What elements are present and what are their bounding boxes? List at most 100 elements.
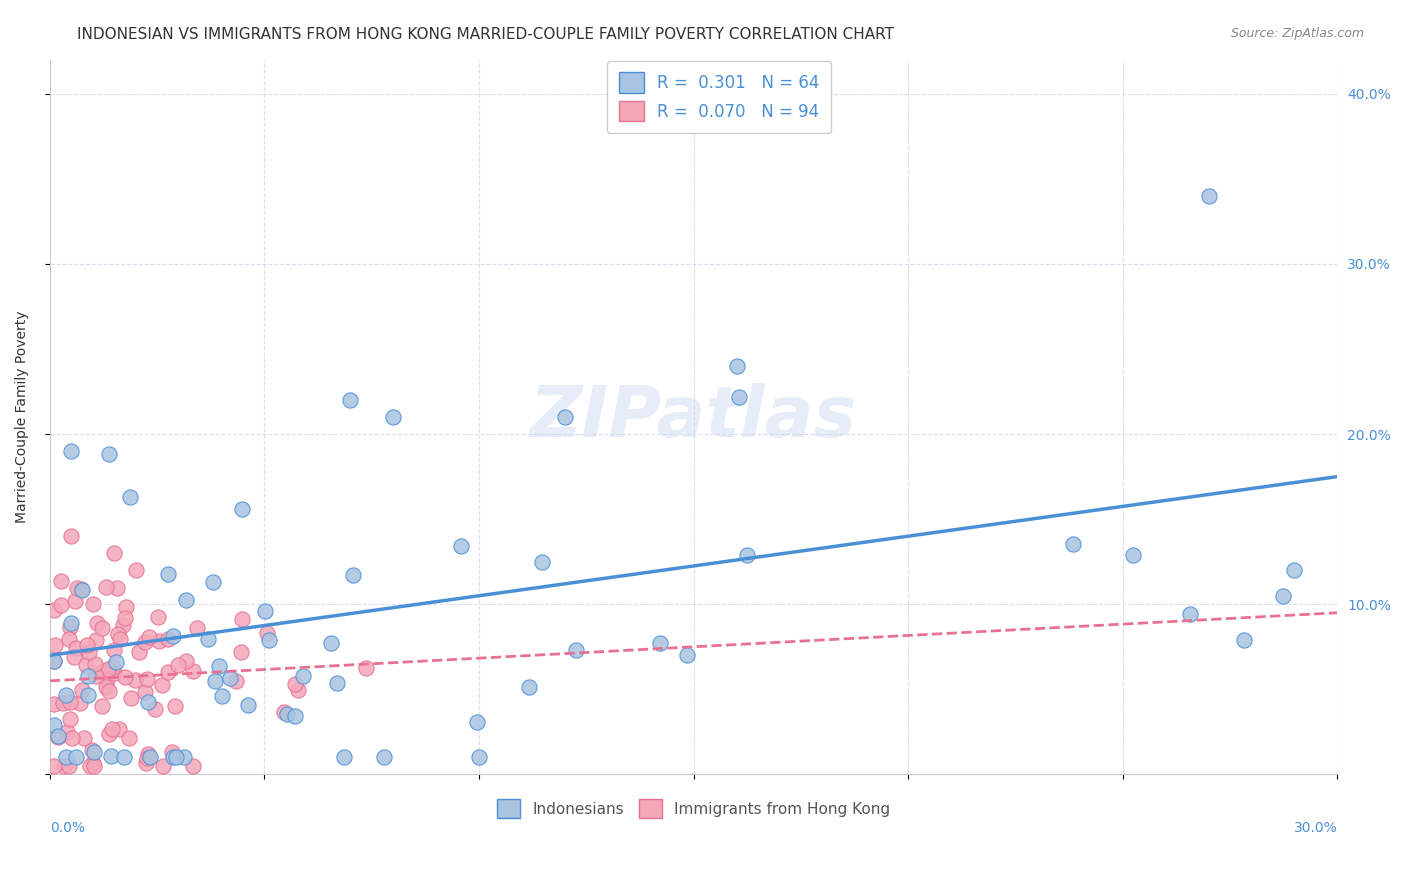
Point [139,750,162,764]
Point [97,683,120,698]
Point [58,759,80,773]
Point [84,632,107,647]
Point [84,669,107,683]
Point [65,750,87,764]
Point [339,392,361,407]
Point [1062,537,1084,551]
Point [42,698,65,712]
Point [229,645,252,659]
Point [467,714,489,729]
Point [648,636,671,650]
Point [49,574,72,588]
Point [152,759,174,773]
Text: 0.0%: 0.0% [49,821,84,835]
Point [75,658,97,673]
Point [55,689,77,703]
Point [134,685,156,699]
Point [530,555,553,569]
Point [58,632,80,647]
Point [69,696,91,710]
Point [91,621,114,635]
Point [373,750,395,764]
Point [60,529,83,543]
Point [1198,188,1220,202]
Point [565,642,588,657]
Point [70,683,93,698]
Point [173,750,195,764]
Point [174,654,197,668]
Point [467,750,489,764]
Point [72,731,94,745]
Point [97,662,120,676]
Point [225,673,247,688]
Point [121,690,143,705]
Point [79,759,101,773]
Point [44,603,66,617]
Point [112,618,135,632]
Point [114,611,136,625]
Point [273,705,295,719]
Point [83,657,105,672]
Point [238,698,260,713]
Point [146,609,169,624]
Point [382,410,405,425]
Point [197,632,219,646]
Point [157,566,180,581]
Point [204,673,226,688]
Point [56,724,79,739]
Text: INDONESIAN VS IMMIGRANTS FROM HONG KONG MARRIED-COUPLE FAMILY POVERTY CORRELATIO: INDONESIAN VS IMMIGRANTS FROM HONG KONG … [77,27,894,42]
Point [60,731,83,746]
Point [554,410,576,425]
Point [256,626,278,640]
Point [101,722,124,736]
Point [98,447,121,461]
Legend: Indonesians, Immigrants from Hong Kong: Indonesians, Immigrants from Hong Kong [491,793,897,824]
Point [94,681,117,695]
Point [58,695,80,709]
Point [450,539,472,553]
Point [728,390,751,404]
Point [103,546,125,560]
Point [135,756,157,771]
Point [1122,548,1144,562]
Point [354,661,377,675]
Point [136,695,159,709]
Point [80,743,103,757]
Text: Source: ZipAtlas.com: Source: ZipAtlas.com [1230,27,1364,40]
Point [86,616,108,631]
Point [97,727,120,741]
Point [332,750,354,764]
Point [83,745,105,759]
Point [287,682,309,697]
Point [181,665,204,679]
Point [63,594,86,608]
Point [259,632,281,647]
Point [1284,563,1306,577]
Point [108,722,131,736]
Point [51,598,73,612]
Point [136,747,159,761]
Point [112,750,135,764]
Point [42,759,65,773]
Point [284,709,307,723]
Point [120,491,142,505]
Point [186,621,208,635]
Point [201,575,224,590]
Point [91,664,114,678]
Point [124,563,146,577]
Point [107,626,129,640]
Point [79,645,101,659]
Point [1178,607,1201,621]
Point [103,659,125,673]
Point [77,669,100,683]
Point [162,750,184,764]
Point [735,548,758,562]
Point [319,635,342,649]
Point [46,731,69,745]
Point [1272,589,1295,603]
Point [70,583,93,598]
Text: 30.0%: 30.0% [1294,821,1337,835]
Point [254,605,277,619]
Point [165,699,187,714]
Point [42,654,65,668]
